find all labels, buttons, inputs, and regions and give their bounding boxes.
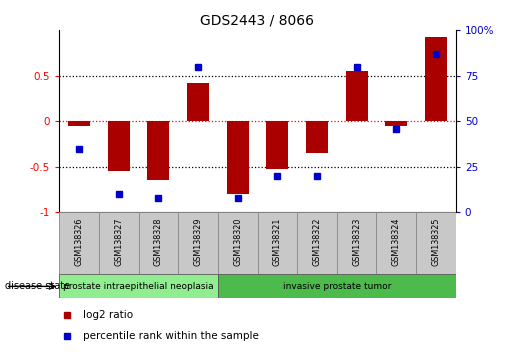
Text: GSM138329: GSM138329	[194, 218, 202, 267]
Bar	[258, 212, 297, 274]
Text: log2 ratio: log2 ratio	[83, 310, 133, 320]
Text: invasive prostate tumor: invasive prostate tumor	[283, 282, 391, 291]
Text: GSM138323: GSM138323	[352, 218, 361, 266]
Bar	[218, 274, 456, 298]
Text: GSM138325: GSM138325	[432, 218, 440, 267]
Bar	[297, 212, 337, 274]
Text: GSM138328: GSM138328	[154, 218, 163, 266]
Bar	[227, 121, 249, 194]
Text: GSM138322: GSM138322	[313, 218, 321, 267]
Text: GSM138321: GSM138321	[273, 218, 282, 266]
Text: prostate intraepithelial neoplasia: prostate intraepithelial neoplasia	[63, 282, 214, 291]
Bar	[416, 212, 456, 274]
Bar	[218, 212, 258, 274]
Bar	[139, 212, 178, 274]
Bar	[425, 38, 447, 121]
Text: disease state: disease state	[5, 281, 70, 291]
Bar	[376, 212, 416, 274]
Bar	[59, 274, 218, 298]
Text: percentile rank within the sample: percentile rank within the sample	[83, 331, 259, 342]
Text: GSM138326: GSM138326	[75, 218, 83, 266]
Bar	[385, 121, 407, 126]
Text: GSM138324: GSM138324	[392, 218, 401, 266]
Bar	[337, 212, 376, 274]
Bar	[68, 121, 90, 126]
Bar	[266, 121, 288, 169]
Text: GSM138320: GSM138320	[233, 218, 242, 266]
Bar	[187, 83, 209, 121]
Bar	[346, 71, 368, 121]
Title: GDS2443 / 8066: GDS2443 / 8066	[200, 13, 315, 28]
Bar	[306, 121, 328, 153]
Bar	[147, 121, 169, 181]
Bar	[108, 121, 130, 171]
Text: GSM138327: GSM138327	[114, 218, 123, 267]
Bar	[99, 212, 139, 274]
Bar	[59, 212, 99, 274]
Bar	[178, 212, 218, 274]
